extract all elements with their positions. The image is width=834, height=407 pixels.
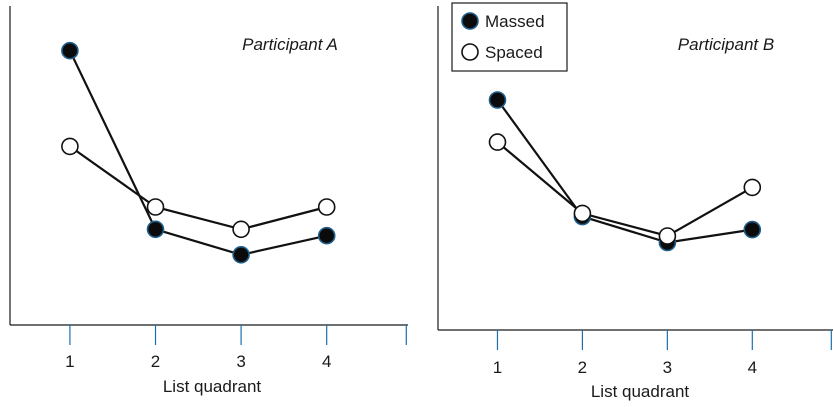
panel-b-points [488, 91, 762, 252]
panel-a-spaced-point [317, 198, 336, 216]
panel-a-massed-point [232, 246, 250, 264]
panel-b-spaced-line [496, 141, 753, 238]
legend-massed-label: Massed [485, 12, 545, 31]
panel-b-x-tick-label: 2 [578, 358, 587, 377]
panel-b-massed-point [743, 220, 762, 239]
legend: Massed Spaced [451, 2, 568, 72]
panel-b-massed-line [496, 99, 753, 244]
panel-a-x-tick-label: 1 [65, 352, 74, 371]
panel-a-x-tick-label: 4 [322, 352, 331, 371]
panel-b-x-axis-label: List quadrant [591, 382, 690, 401]
panel-a-series-lines [68, 50, 327, 256]
panel-a-tick-labels: 1 2 3 4 [65, 352, 331, 371]
legend-spaced-marker [461, 43, 479, 61]
panel-b-x-tick-label: 1 [493, 358, 502, 377]
panel-b-massed-point [488, 91, 507, 109]
panel-a-title: Participant A [242, 35, 338, 54]
panel-a-points [61, 41, 336, 264]
legend-massed-marker [461, 12, 479, 30]
panel-b-tick-labels: 1 2 3 4 [493, 358, 757, 377]
panel-b-series-lines [496, 99, 753, 244]
panel-a-x-tick-label: 2 [151, 352, 160, 371]
panel-a-ticks [69, 325, 407, 345]
panel-b-x-tick-label: 3 [663, 358, 672, 377]
panel-participant-b: 1 2 3 4 Participant B List quadrant [437, 6, 833, 401]
panel-a-spaced-line [69, 145, 327, 231]
panel-participant-a: 1 2 3 4 Participant A List quadrant [9, 6, 408, 396]
panel-b-spaced-point [743, 178, 762, 197]
panel-a-massed-point [317, 226, 336, 245]
panel-a-x-axis-label: List quadrant [163, 377, 262, 396]
panel-a-spaced-point [61, 137, 79, 156]
panel-a-spaced-point [232, 220, 250, 239]
panel-b-x-tick-label: 4 [748, 358, 757, 377]
panel-a-massed-point [61, 41, 79, 60]
panel-b-title: Participant B [678, 35, 774, 54]
panel-b-spaced-point [488, 133, 507, 151]
legend-spaced-label: Spaced [485, 43, 543, 62]
panel-b-spaced-point [658, 227, 677, 245]
panel-b-ticks [496, 330, 832, 350]
panel-a-x-tick-label: 3 [236, 352, 245, 371]
panel-a-massed-line [68, 50, 327, 256]
panel-a-massed-point [146, 220, 165, 239]
panel-a-spaced-point [146, 198, 165, 216]
panel-b-spaced-point [573, 204, 592, 223]
